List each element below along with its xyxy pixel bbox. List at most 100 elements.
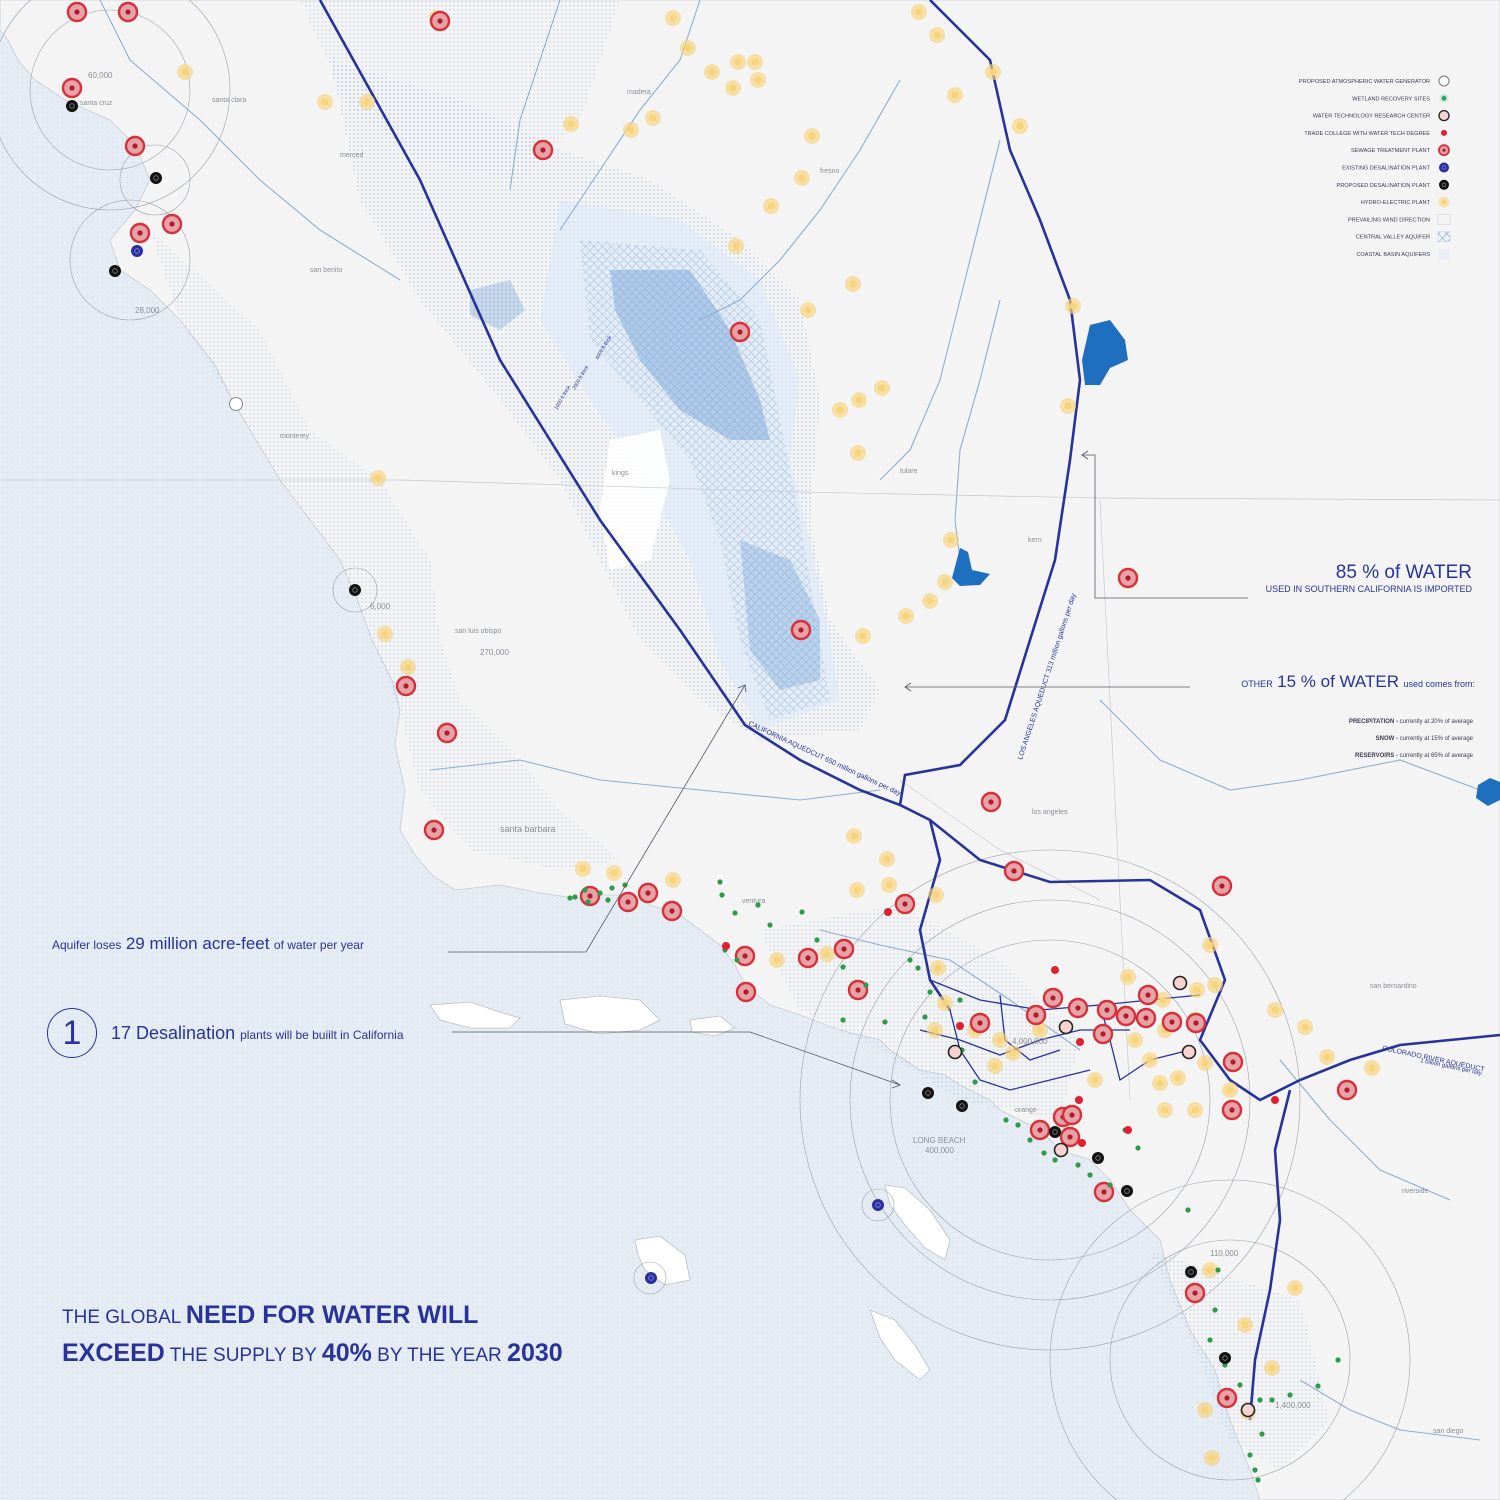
proposed-desal-icon xyxy=(956,1100,968,1112)
legend: PROPOSED ATMOSPHERIC WATER GENERATOR WETL… xyxy=(1299,75,1451,259)
annotation-number-badge: 1 xyxy=(47,1008,97,1058)
imported-water-value: 85 % of WATER xyxy=(1335,562,1472,583)
hydro-plant-icon xyxy=(680,40,696,56)
wetland-icon xyxy=(1212,1307,1218,1313)
sewage-plant-icon xyxy=(980,791,1002,813)
place-label: kern xyxy=(1028,537,1042,544)
hydro-plant-icon xyxy=(851,392,867,408)
sewage-plant-icon xyxy=(637,882,659,904)
headline-fragment: NEED FOR WATER WILL xyxy=(185,1301,479,1329)
wetland-icon xyxy=(1185,1207,1191,1213)
proposed-desal-icon xyxy=(1185,1266,1197,1278)
wetland-icon xyxy=(1087,1172,1093,1178)
proposed-desal-icon xyxy=(349,584,361,596)
wetland-icon xyxy=(1107,1182,1113,1188)
legend-item: WATER TECHNOLOGY RESEARCH CENTER xyxy=(1313,109,1450,122)
sewage-plant-icon xyxy=(969,1012,991,1034)
wetland-icon xyxy=(1252,1467,1258,1473)
sewage-plant-icon xyxy=(66,1,88,23)
headline-fragment: EXCEED xyxy=(62,1339,165,1367)
wetland-icon xyxy=(922,1014,928,1020)
headline-fragment: 2030 xyxy=(507,1339,563,1367)
hydro-plant-icon xyxy=(947,87,963,103)
trade-college-icon xyxy=(722,942,730,950)
desal-value: 17 Desalination xyxy=(111,1022,236,1043)
aquifer-loss-pre: Aquifer loses xyxy=(52,938,122,952)
wetland-icon xyxy=(1135,1145,1141,1151)
place-labels: santa cruz santa clara merced madera fre… xyxy=(80,89,1463,1435)
wetland-icon xyxy=(585,899,591,905)
hydro-plant-icon xyxy=(987,1058,1003,1074)
coastal-basin-aquifers xyxy=(150,0,1330,1470)
hydro-plant-icon xyxy=(1364,1060,1380,1076)
hydro-plant-icon xyxy=(874,380,890,396)
legend-item: PROPOSED DESALINATION PLANT xyxy=(1337,179,1449,190)
trade-college-icon xyxy=(1075,1096,1083,1104)
trade-college-icon xyxy=(1441,129,1447,136)
research-centers xyxy=(947,975,1256,1418)
research-center-icon xyxy=(1053,1142,1069,1158)
atmospheric-generator-icon xyxy=(229,397,243,411)
hydro-plant-icon xyxy=(943,532,959,548)
sewage-plant-icon xyxy=(1061,1104,1083,1126)
legend-label: SEWAGE TREATMENT PLANT xyxy=(1351,148,1431,154)
hydro-plant-icon xyxy=(563,116,579,132)
research-center-icon xyxy=(1240,1402,1256,1418)
hydro-plant-icon xyxy=(665,872,681,888)
wetland-icon xyxy=(767,922,773,928)
research-center-icon xyxy=(1181,1044,1197,1060)
wetland-icon xyxy=(717,879,723,885)
hydro-plant-icon xyxy=(1197,1055,1213,1071)
sewage-plant-icon xyxy=(1117,567,1139,589)
hydro-plant-icon xyxy=(850,445,866,461)
place-label: orange xyxy=(1015,1107,1037,1114)
leader-arrowheads xyxy=(737,450,1089,1089)
population-label: 1,400,000 xyxy=(1275,1401,1311,1410)
wetland-icon xyxy=(1215,1267,1221,1273)
research-center-icon xyxy=(1058,1019,1074,1035)
trade-college-icon xyxy=(1078,1139,1086,1147)
legend-item: HYDRO-ELECTRIC PLANT xyxy=(1361,196,1450,208)
wetland-icon xyxy=(1255,1477,1261,1483)
hydro-plant-icon xyxy=(763,198,779,214)
sewage-plant-icon xyxy=(1029,1119,1051,1141)
sewage-plant-icon xyxy=(1216,1387,1238,1409)
hydro-plant-icon xyxy=(1189,982,1205,998)
sewage-plant-icon xyxy=(797,947,819,969)
place-label: ventura xyxy=(742,898,765,905)
trade-college-icon xyxy=(1051,966,1059,974)
central-valley-aquifer xyxy=(330,60,880,740)
hydro-plant-icon xyxy=(1237,1317,1253,1333)
trade-college-icon xyxy=(1124,1126,1132,1134)
colorado-aqueduct-line xyxy=(929,818,1500,1102)
sewage-plant-icon xyxy=(661,900,683,922)
hydro-plant-icon xyxy=(769,952,785,968)
legend-item: COASTAL BASIN AQUIFERS xyxy=(1356,249,1450,259)
sewage-plant-icon xyxy=(429,10,451,32)
sewage-plant-icon xyxy=(1161,1011,1183,1033)
proposed-desal-icon xyxy=(150,172,162,184)
sewage-plant-icon xyxy=(1211,875,1233,897)
population-labels: 60,000 28,000 6,000 270,000 4,000,000 40… xyxy=(88,71,1311,1410)
sewage-plant-icon xyxy=(395,675,417,697)
proposed-desal-icon xyxy=(1439,179,1449,190)
existing-desal-icon xyxy=(1439,162,1449,173)
hydro-plant-icon xyxy=(881,877,897,893)
hydro-plant-icon xyxy=(730,54,746,70)
place-label: san diego xyxy=(1433,1428,1463,1435)
sewage-plant-icon xyxy=(1336,1079,1358,1101)
hydro-plant-icon xyxy=(1142,1052,1158,1068)
wetland-icon xyxy=(732,910,738,916)
hydro-plant-icon xyxy=(575,861,591,877)
hydro-plant-icon xyxy=(1157,1102,1173,1118)
hydro-plant-icon xyxy=(1264,1360,1280,1376)
hydro-plant-icon xyxy=(800,302,816,318)
hydro-plant-icon xyxy=(1152,1075,1168,1091)
hydro-plant-icon xyxy=(985,64,1001,80)
population-label: 4,000,000 xyxy=(1012,1037,1048,1046)
sewage-plant-icon xyxy=(1135,1007,1157,1029)
hydro-plant-icon xyxy=(1060,398,1076,414)
hydro-plant-icon xyxy=(930,960,946,976)
place-label: san benito xyxy=(310,267,342,274)
sewage-plant-icon xyxy=(1096,999,1118,1021)
